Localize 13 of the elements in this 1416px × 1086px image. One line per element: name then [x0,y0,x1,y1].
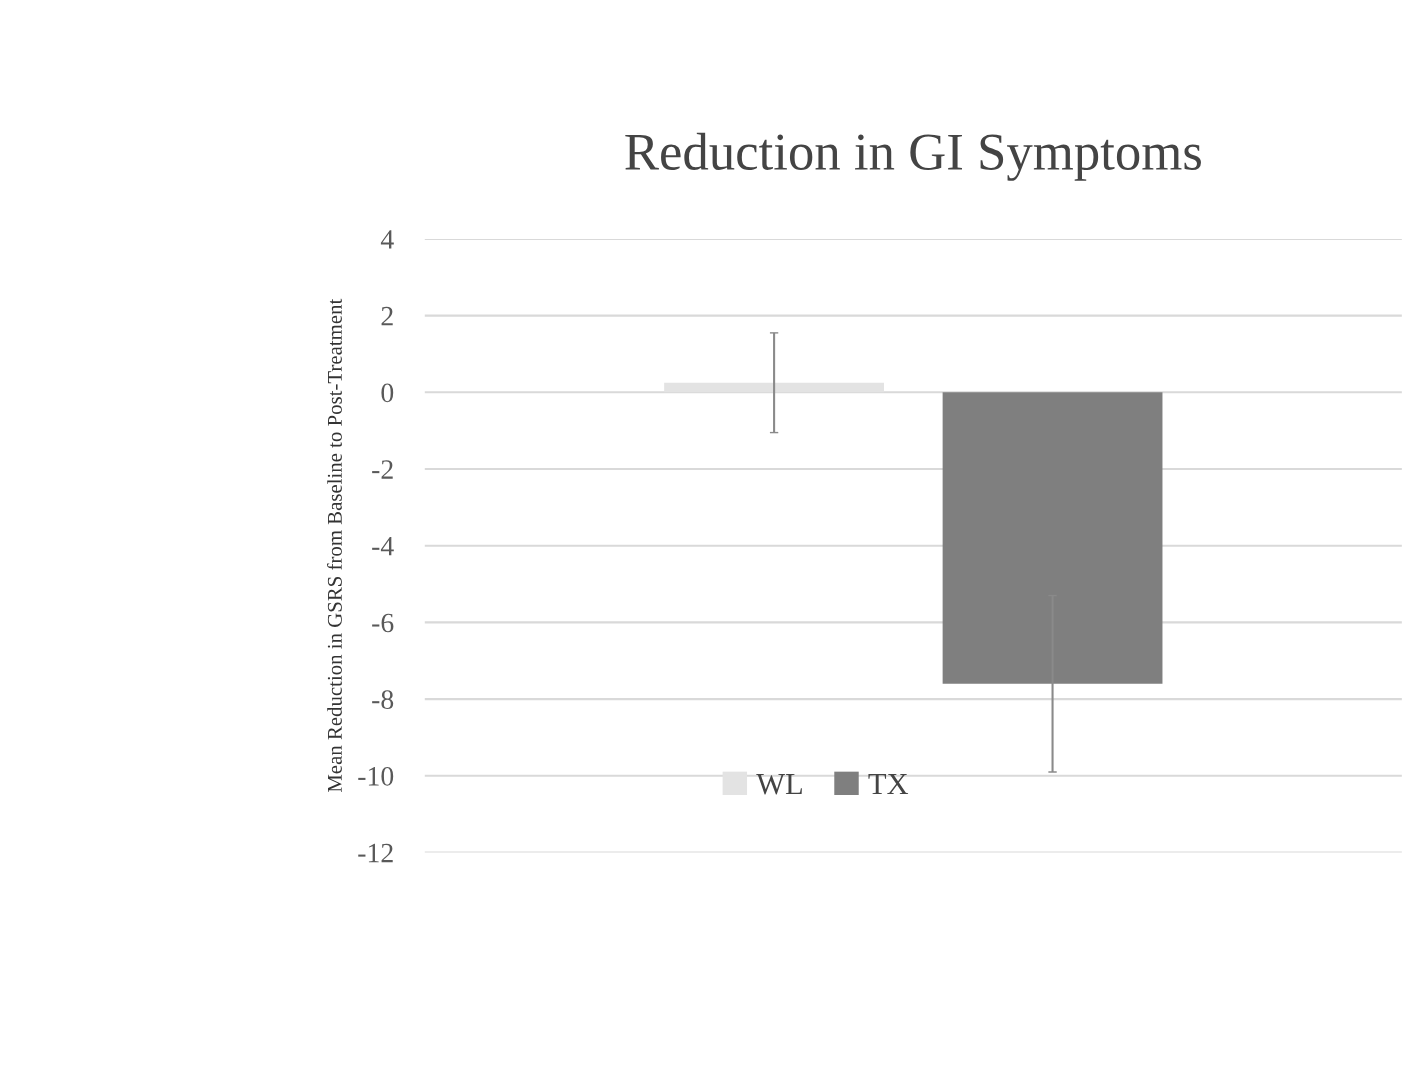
legend-label: TX [868,773,909,794]
y-tick-label: 2 [381,306,393,326]
y-tick-label: -4 [372,537,394,556]
y-tick-label: -8 [372,690,394,710]
y-tick-label: -10 [358,766,394,786]
y-tick-label: -2 [372,460,393,479]
y-tick-label: -6 [372,613,394,633]
y-tick-label: 4 [380,230,394,249]
y-axis-title: Mean Reduction in GSRS from Baseline to Post-Treatment [327,298,342,793]
y-tick-label: -12 [358,843,393,863]
legend-label: WL [756,773,802,795]
chart-title: Reduction in GI Symptoms [625,132,1201,181]
y-tick-label: 0 [381,383,394,403]
